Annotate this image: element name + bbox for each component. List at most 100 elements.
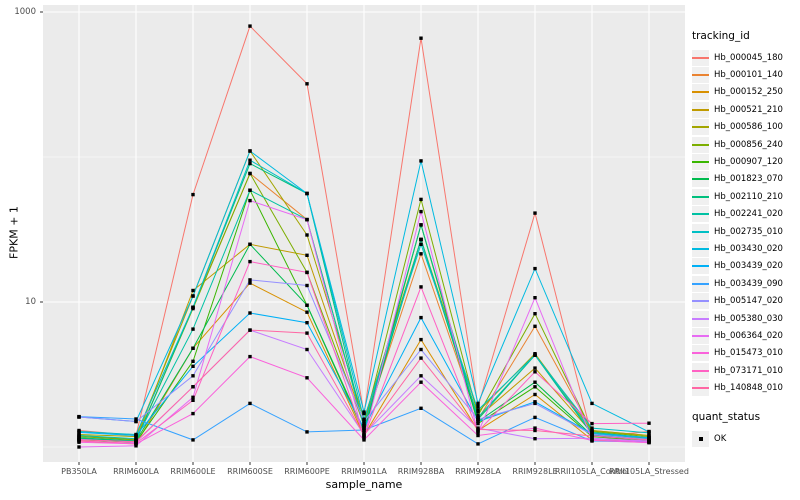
data-point xyxy=(476,442,480,446)
legend-item-label: Hb_000586_100 xyxy=(714,122,783,133)
data-point xyxy=(419,380,423,384)
data-point xyxy=(476,410,480,414)
y-tick-label: 1000 xyxy=(14,7,36,17)
legend-item: Hb_005380_030 xyxy=(692,310,798,327)
data-point xyxy=(590,401,594,406)
legend-color-line xyxy=(692,247,709,250)
data-point xyxy=(248,171,252,176)
legend-color-line xyxy=(692,143,709,146)
legend-item-label: Hb_002110_210 xyxy=(714,191,783,202)
data-point xyxy=(305,253,309,257)
data-point xyxy=(191,395,195,399)
legend-item: Hb_002110_210 xyxy=(692,188,798,205)
legend-key xyxy=(692,49,709,66)
data-point xyxy=(305,191,309,196)
data-point xyxy=(248,24,252,28)
data-point xyxy=(248,311,252,315)
legend-item-label: Hb_002241_020 xyxy=(714,209,783,220)
legend-item-label: Hb_005147_020 xyxy=(714,296,783,307)
data-point xyxy=(305,430,309,434)
legend-key xyxy=(692,136,709,153)
legend-key xyxy=(692,345,709,362)
data-point xyxy=(248,354,252,359)
x-tick-label: RRIM600LE xyxy=(170,467,216,476)
legend-item-label: Hb_000856_240 xyxy=(714,139,783,150)
data-point xyxy=(419,374,423,378)
data-point xyxy=(533,380,537,384)
data-point xyxy=(134,419,138,424)
data-point xyxy=(533,366,537,370)
x-axis-title: sample_name xyxy=(325,478,403,491)
data-point xyxy=(362,428,366,432)
data-point xyxy=(362,410,366,414)
data-point xyxy=(248,259,252,264)
data-point xyxy=(476,419,480,424)
data-point xyxy=(533,401,537,406)
data-point xyxy=(362,438,366,442)
legend-item: Hb_000045_180 xyxy=(692,49,798,66)
data-point xyxy=(590,426,594,430)
legend-color-line xyxy=(692,300,709,303)
legend-key xyxy=(692,154,709,171)
data-point xyxy=(77,433,81,438)
legend-color-line xyxy=(692,195,709,198)
legend-item-label: Hb_000521_210 xyxy=(714,104,783,115)
legend-key xyxy=(692,223,709,240)
x-tick-label: RRIM600PE xyxy=(284,467,330,476)
data-point xyxy=(590,438,594,443)
legend-item: Hb_000152_250 xyxy=(692,84,798,101)
legend-items: Hb_000045_180 Hb_000101_140 Hb_000152_250 H… xyxy=(692,49,798,397)
data-point xyxy=(134,439,138,444)
data-point xyxy=(419,315,423,320)
legend-item: Hb_003430_020 xyxy=(692,240,798,257)
data-point xyxy=(248,242,252,246)
legend-item: Hb_000586_100 xyxy=(692,119,798,136)
data-point xyxy=(476,413,480,418)
legend-key xyxy=(692,310,709,327)
data-point xyxy=(362,417,366,422)
data-point xyxy=(419,406,423,410)
data-point xyxy=(362,433,366,438)
legend-key xyxy=(692,171,709,188)
data-point xyxy=(191,359,195,363)
legend-color-line xyxy=(692,91,709,94)
x-tick-label: RRII105LA_Control xyxy=(554,467,630,476)
legend-key xyxy=(692,430,709,447)
data-point xyxy=(647,441,651,445)
data-point xyxy=(191,438,195,442)
data-point xyxy=(305,233,309,237)
legend-item: Hb_003439_020 xyxy=(692,258,798,275)
data-point xyxy=(191,294,195,298)
data-point xyxy=(248,149,252,153)
data-point xyxy=(419,337,423,342)
legend-key xyxy=(692,240,709,257)
data-point xyxy=(191,327,195,331)
legend-color-line xyxy=(692,161,709,164)
y-tick-label: 10 xyxy=(25,297,36,307)
legend-item: Hb_000521_210 xyxy=(692,101,798,118)
legend-key xyxy=(692,188,709,205)
data-point xyxy=(533,428,537,433)
data-point xyxy=(533,437,537,441)
data-point xyxy=(476,408,480,412)
y-axis-title: FPKM + 1 xyxy=(7,206,21,259)
legend-key xyxy=(692,119,709,136)
legend-item: Hb_005147_020 xyxy=(692,292,798,310)
data-point xyxy=(533,353,537,357)
data-point xyxy=(305,347,309,352)
x-tick-label: RRIM928LA xyxy=(455,467,501,476)
data-point xyxy=(248,161,252,166)
legend-item: Hb_140848_010 xyxy=(692,379,798,397)
legend-color-line xyxy=(692,126,709,129)
legend: tracking_id Hb_000045_180 Hb_000101_140 Hb… xyxy=(692,30,798,447)
legend-key xyxy=(692,67,709,84)
legend-item: Hb_002241_020 xyxy=(692,206,798,223)
data-point xyxy=(134,417,138,421)
data-point xyxy=(77,430,81,435)
data-point xyxy=(476,401,480,406)
legend-color-line xyxy=(692,369,709,372)
data-point xyxy=(476,433,480,438)
legend-item-label: Hb_000101_140 xyxy=(714,70,783,81)
x-tick-label: PB350LA xyxy=(61,467,97,476)
x-tick-label: RRII105LA_Stressed xyxy=(609,467,689,476)
